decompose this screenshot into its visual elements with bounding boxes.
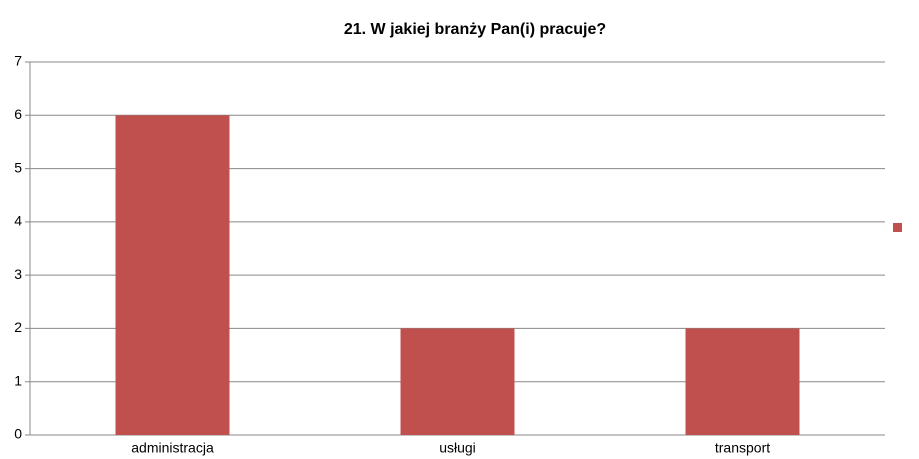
x-tick-label: usługi [439, 440, 476, 456]
y-tick-label: 3 [14, 266, 22, 282]
x-tick-label: administracja [131, 440, 214, 456]
bar [685, 328, 800, 435]
y-tick-label: 6 [14, 106, 22, 122]
y-tick-label: 2 [14, 319, 22, 335]
legend-marker [893, 223, 902, 232]
y-tick-label: 1 [14, 372, 22, 388]
bar [115, 115, 230, 436]
y-tick-label: 7 [14, 53, 22, 69]
y-tick-label: 4 [14, 213, 22, 229]
y-tick-label: 5 [14, 159, 22, 175]
y-tick-label: 0 [14, 426, 22, 442]
x-tick-label: transport [715, 440, 770, 456]
bar [400, 328, 515, 435]
chart-title: 21. W jakiej branży Pan(i) pracuje? [344, 21, 606, 38]
